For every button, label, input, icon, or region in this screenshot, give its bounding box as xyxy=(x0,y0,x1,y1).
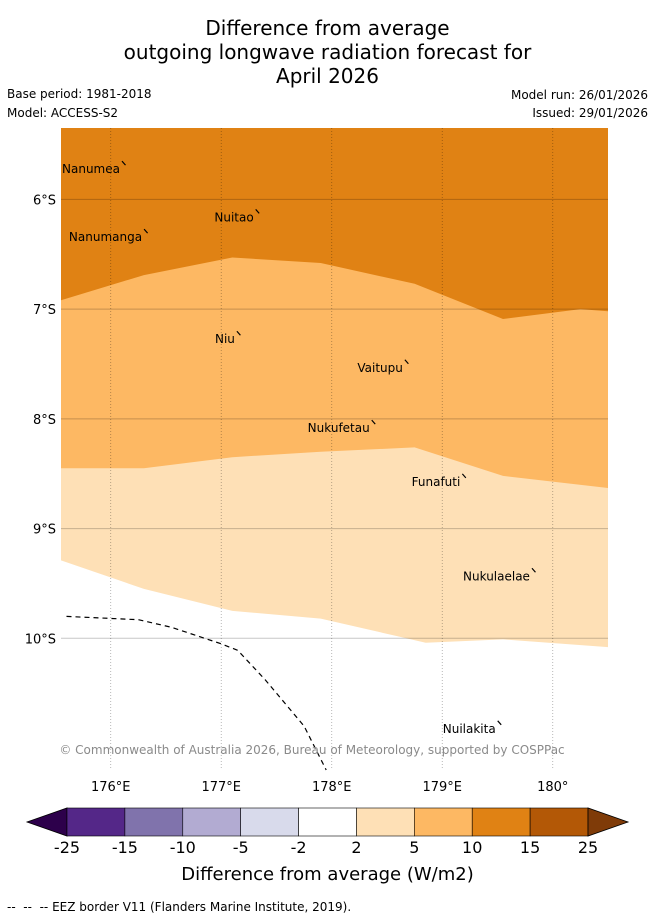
island-marker xyxy=(255,209,260,214)
colorbar-tick-label: 15 xyxy=(520,838,540,857)
colorbar-segment xyxy=(529,807,589,837)
place-label: Vaitupu xyxy=(357,361,403,375)
colorbar-segment xyxy=(66,807,126,837)
colorbar-tick-label: -15 xyxy=(112,838,138,857)
colorbar-tick-label: -2 xyxy=(291,838,307,857)
region-10-to-15 xyxy=(61,128,608,319)
place-label: Funafuti xyxy=(412,475,461,489)
lat-tick-label: 7°S xyxy=(33,303,56,318)
forecast-map: Nanumea Nuitao Nanumanga Niu Vaitupu Nukufeta… xyxy=(25,128,630,885)
island-marker xyxy=(404,359,409,365)
lon-tick-label: 177°E xyxy=(201,780,241,795)
map-layer: Nanumea Nuitao Nanumanga Niu Vaitupu Nukufeta… xyxy=(25,128,608,795)
title-line-2: outgoing longwave radiation forecast for xyxy=(123,40,532,64)
eez-legend-text: EEZ border V11 (Flanders Marine Institut… xyxy=(52,900,352,914)
lon-tick-label: 176°E xyxy=(91,780,131,795)
island-marker xyxy=(461,473,467,479)
lon-tick-label: 178°E xyxy=(312,780,352,795)
colorbar-title: Difference from average (W/m2) xyxy=(181,864,473,885)
chart-title: Difference from average outgoing longwav… xyxy=(0,16,655,88)
eez-legend-dash-icon: -- -- -- xyxy=(7,900,53,914)
place-label: Niu xyxy=(215,332,235,346)
lat-tick-label: 8°S xyxy=(33,413,56,428)
lat-tick-label: 10°S xyxy=(25,632,56,647)
colorbar-tick-label: 5 xyxy=(409,838,419,857)
copyright-text: © Commonwealth of Australia 2026, Bureau… xyxy=(59,743,564,757)
title-line-1: Difference from average xyxy=(205,16,450,40)
model-run-label: Model run: 26/01/2026 xyxy=(510,88,648,102)
place-label: Nukufetau xyxy=(308,421,370,435)
colorbar-tick-label: -10 xyxy=(170,838,196,857)
island-marker xyxy=(371,419,376,425)
island-marker xyxy=(236,330,241,336)
lat-tick-label: 9°S xyxy=(33,523,56,538)
island-marker xyxy=(121,160,126,166)
place-label: Nanumea xyxy=(62,162,120,176)
colorbar-segment xyxy=(471,807,531,837)
place-label: Nuitao xyxy=(214,210,253,224)
colorbar-extend-high xyxy=(587,807,630,837)
colorbar-tick-label: 10 xyxy=(462,838,482,857)
colorbar-segment xyxy=(356,807,415,837)
eez-legend: -- -- -- EEZ border V11 (Flanders Marine… xyxy=(7,900,351,914)
base-period-label: Base period: 1981-2018 xyxy=(7,87,152,101)
colorbar-segment xyxy=(414,807,473,837)
place-label: Nanumanga xyxy=(69,230,142,244)
colorbar-tick-label: -5 xyxy=(233,838,249,857)
colorbar-tick-label: -25 xyxy=(54,838,80,857)
colorbar-tick-label: 25 xyxy=(578,838,598,857)
lon-tick-label: 179°E xyxy=(422,780,462,795)
lat-tick-label: 6°S xyxy=(33,193,56,208)
colorbar-segment xyxy=(240,807,299,837)
colorbar-segment xyxy=(124,807,184,837)
island-marker xyxy=(143,228,149,234)
colorbar-segment xyxy=(182,807,241,837)
title-line-3: April 2026 xyxy=(276,64,379,88)
issued-label: Issued: 29/01/2026 xyxy=(532,106,648,120)
colorbar-segment xyxy=(298,807,357,837)
lon-tick-label: 180° xyxy=(537,780,568,795)
island-marker xyxy=(531,567,536,573)
colorbar-extend-low xyxy=(25,807,68,837)
place-label: Nuilakita xyxy=(443,722,496,736)
colorbar-tick-label: 2 xyxy=(351,838,361,857)
model-label: Model: ACCESS-S2 xyxy=(7,106,119,120)
place-label: Nukulaelae xyxy=(463,569,530,583)
island-marker xyxy=(497,720,502,726)
